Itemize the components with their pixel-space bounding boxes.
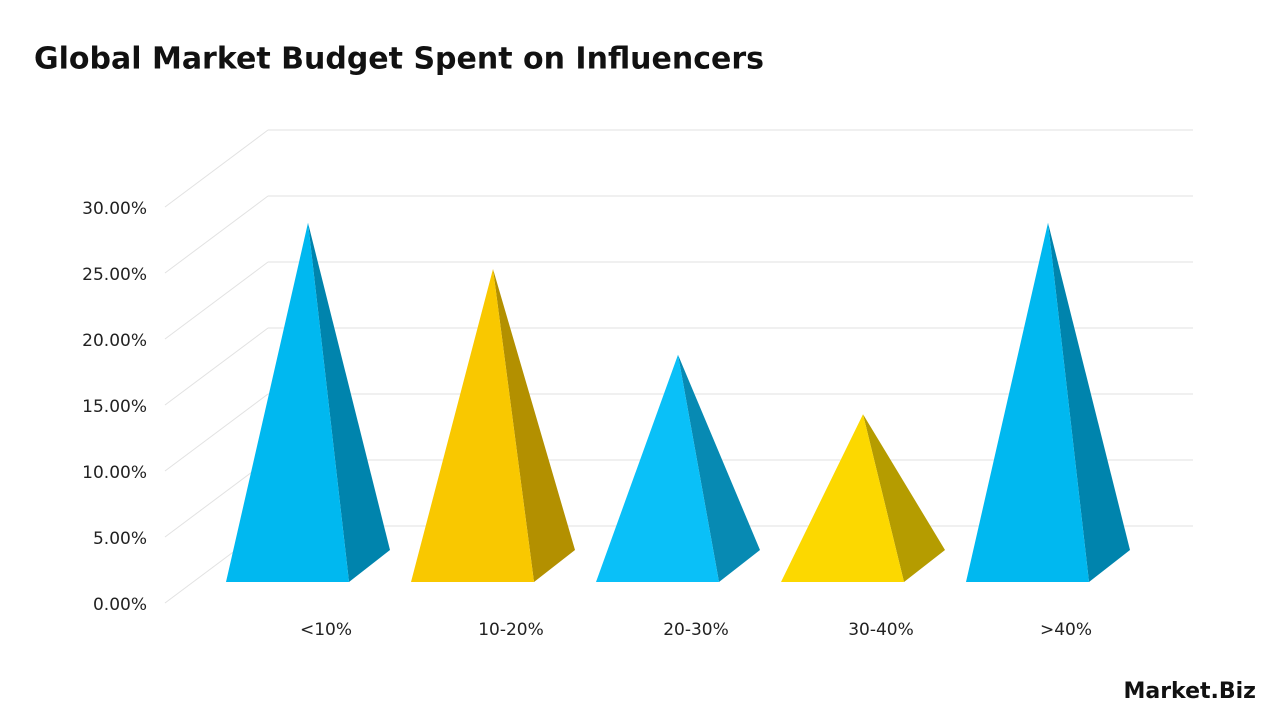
y-tick-label: 20.00% [82, 331, 147, 351]
grid-line [164, 129, 269, 208]
x-tick-label: 10-20% [478, 620, 544, 640]
pyramid-side [863, 414, 945, 582]
pyramid-front [226, 222, 349, 583]
y-tick-label: 30.00% [82, 199, 147, 219]
y-tick-label: 5.00% [93, 529, 147, 549]
chart-title: Global Market Budget Spent on Influencer… [34, 42, 764, 77]
x-tick-label: >40% [1040, 620, 1092, 640]
y-tick-label: 15.00% [82, 397, 147, 417]
y-tick-label: 0.00% [93, 595, 147, 615]
grid-line [164, 261, 269, 340]
pyramid-side [308, 222, 390, 583]
y-tick-label: 25.00% [82, 265, 147, 285]
pyramid-front [411, 269, 534, 582]
grid-line [164, 195, 269, 274]
y-tick-label: 10.00% [82, 463, 147, 483]
pyramid-side [1048, 222, 1130, 583]
pyramid-front [781, 414, 904, 582]
logo: Market.Biz [1123, 679, 1256, 704]
x-tick-label: 30-40% [848, 620, 914, 640]
x-tick-label: 20-30% [663, 620, 729, 640]
pyramid-front [596, 354, 719, 582]
grid-line [164, 393, 269, 472]
pyramid-side [493, 269, 575, 582]
pyramid-front [966, 222, 1089, 583]
grid-line [164, 327, 269, 406]
grid-line [164, 459, 269, 538]
x-tick-label: <10% [300, 620, 352, 640]
pyramid-side [678, 354, 760, 582]
